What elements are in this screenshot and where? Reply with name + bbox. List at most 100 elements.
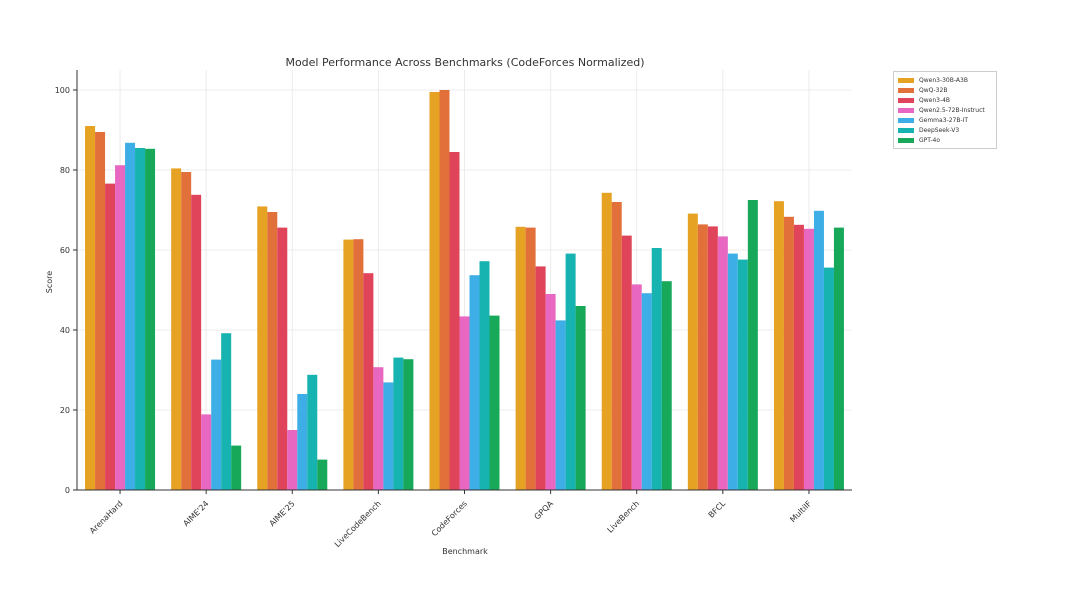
legend-swatch	[898, 117, 914, 123]
bar	[267, 212, 278, 490]
legend: Qwen3-30B-A3B QwQ-32B Qwen3-4B Qwen2.5-72B-…	[893, 71, 997, 149]
bar	[833, 227, 844, 490]
legend-label: Qwen3-4B	[919, 96, 951, 104]
y-tick-label: 80	[60, 166, 70, 175]
bar	[717, 236, 728, 490]
bars	[85, 90, 844, 491]
y-tick-labels: 0 20 40 60 80 100	[55, 86, 70, 495]
x-axis-label: Benchmark	[442, 547, 488, 556]
bar	[363, 273, 374, 490]
bar	[783, 216, 794, 491]
bar	[737, 259, 748, 490]
x-tick-label: AIME'24	[181, 499, 210, 528]
bar	[565, 253, 576, 490]
legend-swatch	[898, 77, 914, 83]
x-tick-label: CodeForces	[430, 499, 469, 538]
legend-label: Qwen3-30B-A3B	[919, 76, 968, 84]
bar	[383, 382, 394, 490]
bar	[125, 142, 136, 491]
legend-label: QwQ-32B	[919, 86, 948, 94]
bar	[773, 201, 784, 490]
legend-item: Gemma3-27B-IT	[898, 115, 992, 125]
legend-swatch	[898, 137, 914, 143]
bar	[277, 227, 288, 490]
bar	[727, 253, 738, 490]
bar	[307, 374, 318, 490]
y-tick-label: 60	[60, 246, 70, 255]
y-tick-label: 100	[55, 86, 70, 95]
bar	[631, 284, 642, 490]
x-tick-label: LiveBench	[606, 499, 642, 535]
bar	[525, 227, 536, 490]
x-tick-label: GPQA	[533, 499, 556, 522]
bar	[621, 235, 632, 490]
bar	[373, 367, 384, 490]
bar	[393, 357, 404, 490]
bar	[535, 266, 546, 490]
bar	[287, 430, 298, 490]
legend-item: Qwen3-4B	[898, 95, 992, 105]
legend-label: Qwen2.5-72B-Instruct	[919, 106, 985, 114]
y-tick-label: 0	[65, 486, 70, 495]
bar	[317, 459, 328, 490]
x-tick-label: MultiIF	[788, 499, 813, 524]
legend-item: Qwen2.5-72B-Instruct	[898, 105, 992, 115]
legend-item: QwQ-32B	[898, 85, 992, 95]
legend-label: Gemma3-27B-IT	[919, 116, 969, 124]
bar	[95, 132, 106, 490]
bar	[793, 224, 804, 491]
bar	[545, 294, 556, 490]
bar	[211, 359, 222, 490]
bar	[297, 394, 308, 490]
bar	[707, 226, 718, 490]
bar	[687, 213, 698, 490]
bar	[257, 206, 268, 490]
bar	[85, 126, 96, 490]
bar	[449, 152, 460, 490]
bar	[343, 239, 354, 490]
legend-label: GPT-4o	[919, 136, 941, 144]
bar	[429, 92, 440, 490]
bar	[661, 281, 672, 490]
bar	[803, 228, 814, 491]
bar	[201, 414, 212, 490]
bar	[823, 267, 834, 490]
legend-item: DeepSeek-V3	[898, 125, 992, 135]
x-tick-label: LiveCodeBench	[333, 499, 383, 549]
bar	[135, 148, 146, 490]
bar	[439, 90, 450, 490]
legend-swatch	[898, 87, 914, 93]
bar	[601, 192, 612, 491]
bar	[651, 248, 662, 490]
bar	[115, 165, 126, 490]
y-tick-label: 40	[60, 326, 70, 335]
bar	[575, 306, 586, 490]
bar	[813, 210, 824, 491]
bar	[105, 183, 116, 490]
bar	[181, 172, 192, 490]
legend-item: GPT-4o	[898, 135, 992, 145]
bar	[479, 261, 490, 490]
bar	[515, 226, 526, 491]
x-tick-labels: ArenaHard AIME'24 AIME'25 LiveCodeBench Code…	[88, 499, 814, 549]
legend-swatch	[898, 127, 914, 133]
legend-item: Qwen3-30B-A3B	[898, 75, 992, 85]
bar	[459, 316, 470, 490]
legend-label: DeepSeek-V3	[919, 126, 960, 134]
chart-title: Model Performance Across Benchmarks (Cod…	[285, 56, 644, 69]
bar	[489, 315, 500, 490]
x-tick-label: ArenaHard	[88, 499, 125, 536]
bar	[403, 359, 414, 490]
x-tick-label: AIME'25	[268, 499, 297, 528]
bar	[221, 333, 232, 490]
bar	[611, 202, 622, 490]
bar	[469, 275, 480, 490]
y-axis-label: Score	[45, 271, 54, 293]
bar	[555, 320, 566, 490]
y-tick-label: 20	[60, 406, 70, 415]
x-tick-label: BFCL	[707, 499, 728, 520]
bar	[697, 224, 708, 490]
bar	[353, 239, 364, 490]
bar	[747, 200, 758, 490]
